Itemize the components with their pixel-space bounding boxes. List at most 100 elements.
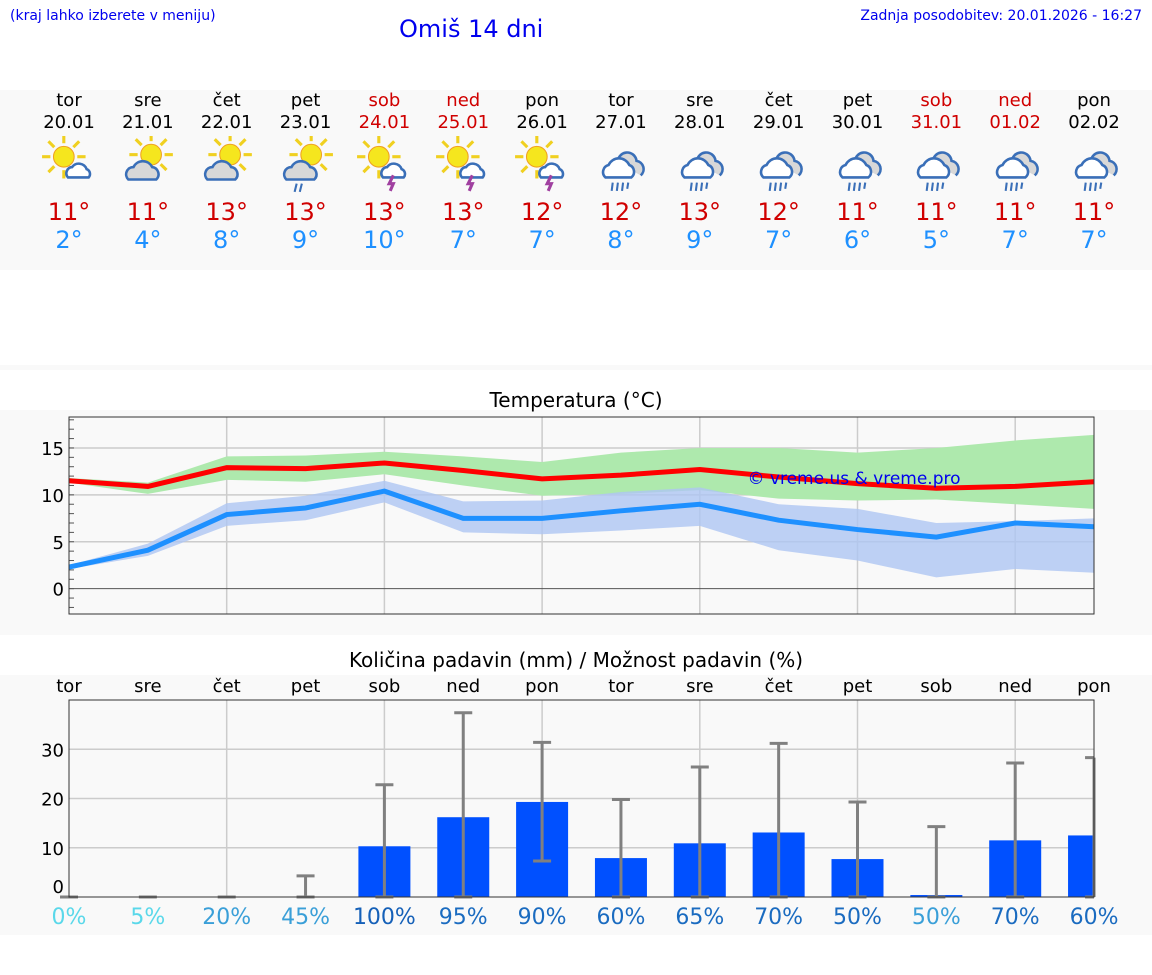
cloud-rain-icon — [819, 136, 897, 196]
precip-error-bar — [533, 740, 552, 863]
temperature-chart-title: Temperatura (°C) — [489, 388, 663, 412]
min-temperature-line — [68, 488, 1095, 570]
day-date: 31.01 — [910, 112, 963, 133]
max-temperature: 11° — [915, 198, 958, 226]
day-name: čet — [212, 90, 241, 111]
min-temperature: 6° — [843, 226, 872, 254]
y-tick-label: 15 — [41, 439, 64, 460]
y-tick-label: 30 — [41, 740, 64, 761]
precip-day-label: tor — [608, 676, 634, 697]
precip-bar — [1068, 835, 1094, 897]
y-tick-label: 10 — [41, 486, 64, 507]
sun-cloud-icon — [30, 134, 108, 196]
day-date: 29.01 — [752, 112, 805, 133]
watermark: © vreme.us & vreme.pro — [747, 469, 960, 489]
max-temperature: 11° — [836, 198, 879, 226]
day-name: tor — [56, 90, 82, 111]
precip-probability: 45% — [281, 905, 330, 930]
precip-probability: 50% — [833, 905, 882, 930]
max-temperature: 13° — [205, 198, 248, 226]
day-date: 20.01 — [43, 112, 95, 133]
min-temperature: 8° — [213, 226, 241, 254]
day-name: sob — [920, 90, 953, 111]
page-title: Omiš 14 dni — [399, 15, 544, 43]
day-name: pon — [1077, 90, 1111, 111]
precip-probability: 95% — [438, 905, 488, 930]
plot-border — [68, 699, 1095, 898]
plot-border — [68, 416, 1095, 615]
precip-day-label: sre — [134, 676, 162, 697]
max-temperature: 11° — [47, 198, 91, 226]
max-temperature-band — [69, 434, 1095, 509]
precip-day-label: pet — [290, 676, 321, 697]
precip-probability: 65% — [675, 905, 725, 930]
min-temperature: 8° — [607, 226, 635, 254]
day-date: 24.01 — [358, 112, 411, 133]
cloud-rain-icon — [976, 136, 1054, 196]
sun-cloud-thunder-icon — [424, 134, 502, 196]
sun-cloud-thunder-icon — [503, 134, 581, 196]
precip-day-label: pon — [525, 676, 560, 697]
day-date: 22.01 — [200, 112, 253, 133]
sun-cloud-icon — [188, 132, 266, 196]
location-hint: (kraj lahko izberete v meniju) — [10, 8, 216, 24]
min-temperature: 10° — [363, 226, 406, 254]
precipitation-chart-title: Količina padavin (mm) / Možnost padavin … — [348, 648, 804, 672]
precip-probability: 20% — [202, 905, 252, 930]
day-date: 01.02 — [989, 112, 1041, 133]
y-tick-label: 10 — [41, 839, 64, 860]
sun-cloud-rain-icon — [267, 132, 345, 196]
day-date: 21.01 — [122, 112, 174, 133]
day-date: 27.01 — [595, 112, 647, 133]
min-temperature: 7° — [765, 226, 793, 254]
precip-day-label: ned — [446, 676, 481, 697]
min-temperature: 2° — [55, 226, 83, 254]
precip-day-label: ned — [998, 676, 1033, 697]
day-date: 23.01 — [279, 112, 332, 133]
precipitation-chart: 0 10 20 30 — [41, 699, 1096, 899]
precip-day-label: čet — [764, 676, 793, 697]
day-date: 25.01 — [437, 112, 490, 133]
max-temperature: 11° — [993, 198, 1037, 226]
precip-day-label: pet — [842, 676, 873, 697]
precip-probability: 70% — [990, 905, 1040, 930]
y-tick-label: 5 — [53, 533, 64, 554]
day-name: sre — [134, 90, 162, 111]
max-temperature-line — [68, 460, 1095, 491]
min-temperature: 5° — [922, 226, 950, 254]
daily-forecast-panel — [0, 90, 1152, 270]
day-name: sre — [686, 90, 714, 111]
min-temperature: 9° — [291, 226, 320, 254]
precip-probability: 60% — [1069, 905, 1119, 930]
temperature-chart: 0 5 10 15 © vreme.us & vreme.pro — [41, 416, 1095, 615]
precip-day-label: čet — [212, 676, 241, 697]
day-name: tor — [608, 90, 634, 111]
max-temperature: 13° — [284, 198, 327, 226]
day-date: 28.01 — [674, 112, 726, 133]
max-temperature: 13° — [363, 198, 406, 226]
precip-probability: 0% — [51, 905, 87, 930]
precip-day-label: tor — [56, 676, 82, 697]
y-tick-label: 20 — [41, 790, 64, 811]
max-temperature: 12° — [757, 198, 800, 226]
precip-day-label: sob — [368, 676, 401, 697]
day-date: 02.02 — [1068, 112, 1120, 133]
cloud-rain-icon — [897, 136, 975, 196]
precip-probability: 60% — [596, 905, 646, 930]
precip-day-label: pon — [1077, 676, 1111, 697]
max-temperature: 11° — [1072, 198, 1116, 226]
divider — [0, 365, 1152, 370]
cloud-rain-icon — [582, 136, 660, 196]
min-temperature: 7° — [449, 226, 477, 254]
y-tick-label: 0 — [53, 580, 64, 601]
sun-cloud-icon — [109, 132, 187, 196]
precip-probability: 90% — [517, 905, 567, 930]
precip-day-label: sob — [920, 676, 953, 697]
precip-probability: 5% — [130, 905, 166, 930]
last-updated: Zadnja posodobitev: 20.01.2026 - 16:27 — [860, 8, 1142, 24]
min-temperature: 7° — [1080, 226, 1108, 254]
min-temperature: 9° — [686, 226, 714, 254]
day-date: 30.01 — [831, 112, 884, 133]
day-name: ned — [446, 90, 481, 111]
day-name: pet — [842, 90, 873, 111]
